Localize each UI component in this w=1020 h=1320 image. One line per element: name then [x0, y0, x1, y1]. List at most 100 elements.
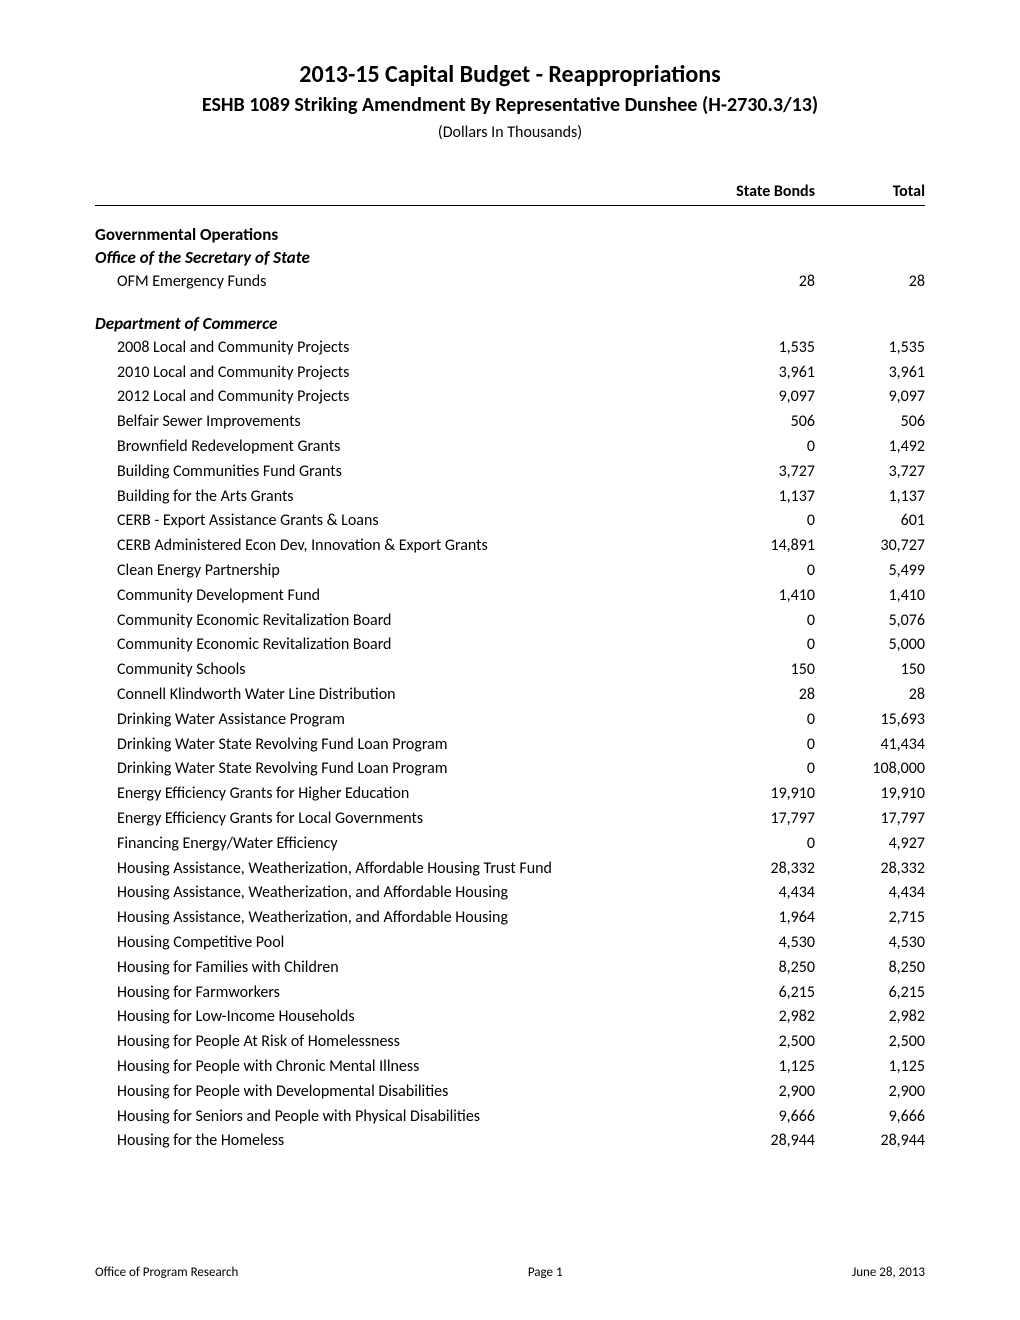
- line-item-name: Community Economic Revitalization Board: [117, 633, 685, 658]
- line-item-name: Housing for the Homeless: [117, 1129, 685, 1154]
- table-row: Community Schools150150: [95, 658, 925, 683]
- line-item-state-bonds: 2,900: [685, 1080, 815, 1105]
- budget-table: State Bonds Total Governmental Operation…: [95, 182, 925, 1154]
- line-item-state-bonds: 4,530: [685, 931, 815, 956]
- line-item-total: 1,492: [815, 435, 925, 460]
- line-item-total: 8,250: [815, 956, 925, 981]
- table-row: Housing Assistance, Weatherization, Affo…: [95, 857, 925, 882]
- table-row: Housing for Low-Income Households2,9822,…: [95, 1005, 925, 1030]
- section-gap: [95, 295, 925, 313]
- title-note: (Dollars In Thousands): [95, 123, 925, 142]
- line-item-total: 5,000: [815, 633, 925, 658]
- line-item-name: CERB - Export Assistance Grants & Loans: [117, 509, 685, 534]
- line-item-total: 30,727: [815, 534, 925, 559]
- title-sub: ESHB 1089 Striking Amendment By Represen…: [95, 93, 925, 117]
- line-item-name: Housing Assistance, Weatherization, and …: [117, 906, 685, 931]
- line-item-name: Brownfield Redevelopment Grants: [117, 435, 685, 460]
- line-item-total: 4,530: [815, 931, 925, 956]
- table-row: Connell Klindworth Water Line Distributi…: [95, 683, 925, 708]
- table-row: Clean Energy Partnership05,499: [95, 559, 925, 584]
- line-item-total: 28,332: [815, 857, 925, 882]
- table-row: Housing for People with Developmental Di…: [95, 1080, 925, 1105]
- table-row: 2010 Local and Community Projects3,9613,…: [95, 361, 925, 386]
- line-item-name: Housing Assistance, Weatherization, Affo…: [117, 857, 685, 882]
- line-item-state-bonds: 0: [685, 757, 815, 782]
- line-item-state-bonds: 28: [685, 683, 815, 708]
- line-item-name: Community Development Fund: [117, 584, 685, 609]
- line-item-state-bonds: 0: [685, 609, 815, 634]
- agency-title: Office of the Secretary of State: [95, 247, 925, 268]
- table-row: Drinking Water State Revolving Fund Loan…: [95, 733, 925, 758]
- line-item-state-bonds: 0: [685, 559, 815, 584]
- line-item-total: 601: [815, 509, 925, 534]
- line-item-total: 6,215: [815, 981, 925, 1006]
- line-item-state-bonds: 3,961: [685, 361, 815, 386]
- table-row: Building for the Arts Grants1,1371,137: [95, 485, 925, 510]
- line-item-total: 150: [815, 658, 925, 683]
- line-item-state-bonds: 19,910: [685, 782, 815, 807]
- page-header: 2013-15 Capital Budget - Reappropriation…: [95, 60, 925, 142]
- line-item-name: Housing Assistance, Weatherization, and …: [117, 881, 685, 906]
- line-item-total: 9,666: [815, 1105, 925, 1130]
- table-row: OFM Emergency Funds2828: [95, 270, 925, 295]
- line-item-name: Building Communities Fund Grants: [117, 460, 685, 485]
- table-row: Housing for Seniors and People with Phys…: [95, 1105, 925, 1130]
- line-item-total: 1,410: [815, 584, 925, 609]
- line-item-state-bonds: 1,125: [685, 1055, 815, 1080]
- line-item-state-bonds: 9,666: [685, 1105, 815, 1130]
- line-item-name: 2012 Local and Community Projects: [117, 385, 685, 410]
- table-row: Housing for Families with Children8,2508…: [95, 956, 925, 981]
- line-item-state-bonds: 0: [685, 509, 815, 534]
- table-row: Energy Efficiency Grants for Local Gover…: [95, 807, 925, 832]
- line-item-total: 2,715: [815, 906, 925, 931]
- table-row: Housing Assistance, Weatherization, and …: [95, 881, 925, 906]
- line-item-total: 1,137: [815, 485, 925, 510]
- line-item-state-bonds: 2,500: [685, 1030, 815, 1055]
- line-item-total: 2,900: [815, 1080, 925, 1105]
- line-item-state-bonds: 1,137: [685, 485, 815, 510]
- table-row: CERB Administered Econ Dev, Innovation &…: [95, 534, 925, 559]
- line-item-total: 9,097: [815, 385, 925, 410]
- line-item-state-bonds: 0: [685, 708, 815, 733]
- line-item-total: 5,499: [815, 559, 925, 584]
- line-item-total: 4,927: [815, 832, 925, 857]
- line-item-state-bonds: 1,410: [685, 584, 815, 609]
- line-item-name: Housing for People At Risk of Homelessne…: [117, 1030, 685, 1055]
- line-item-total: 17,797: [815, 807, 925, 832]
- line-item-name: Housing for People with Chronic Mental I…: [117, 1055, 685, 1080]
- table-row: CERB - Export Assistance Grants & Loans0…: [95, 509, 925, 534]
- line-item-total: 19,910: [815, 782, 925, 807]
- line-item-total: 3,961: [815, 361, 925, 386]
- line-item-name: Drinking Water State Revolving Fund Loan…: [117, 733, 685, 758]
- line-item-state-bonds: 1,535: [685, 336, 815, 361]
- table-row: Housing for the Homeless28,94428,944: [95, 1129, 925, 1154]
- table-row: Housing for People with Chronic Mental I…: [95, 1055, 925, 1080]
- line-item-name: Housing for People with Developmental Di…: [117, 1080, 685, 1105]
- line-item-total: 108,000: [815, 757, 925, 782]
- table-row: Drinking Water State Revolving Fund Loan…: [95, 757, 925, 782]
- table-row: Community Economic Revitalization Board0…: [95, 633, 925, 658]
- table-row: Financing Energy/Water Efficiency04,927: [95, 832, 925, 857]
- page-footer: Office of Program Research Page 1 June 2…: [95, 1265, 925, 1280]
- footer-center: Page 1: [528, 1265, 563, 1280]
- line-item-state-bonds: 28: [685, 270, 815, 295]
- line-item-name: OFM Emergency Funds: [117, 270, 685, 295]
- table-row: Energy Efficiency Grants for Higher Educ…: [95, 782, 925, 807]
- line-item-name: Clean Energy Partnership: [117, 559, 685, 584]
- line-item-total: 41,434: [815, 733, 925, 758]
- line-item-name: Belfair Sewer Improvements: [117, 410, 685, 435]
- line-item-total: 2,982: [815, 1005, 925, 1030]
- table-row: Drinking Water Assistance Program015,693: [95, 708, 925, 733]
- col-spacer: [95, 182, 685, 201]
- line-item-name: Housing for Seniors and People with Phys…: [117, 1105, 685, 1130]
- line-item-state-bonds: 3,727: [685, 460, 815, 485]
- table-header-row: State Bonds Total: [95, 182, 925, 206]
- line-item-total: 5,076: [815, 609, 925, 634]
- line-item-total: 4,434: [815, 881, 925, 906]
- line-item-name: Drinking Water State Revolving Fund Loan…: [117, 757, 685, 782]
- line-item-total: 506: [815, 410, 925, 435]
- line-item-name: Financing Energy/Water Efficiency: [117, 832, 685, 857]
- line-item-state-bonds: 4,434: [685, 881, 815, 906]
- line-item-total: 15,693: [815, 708, 925, 733]
- line-item-name: Connell Klindworth Water Line Distributi…: [117, 683, 685, 708]
